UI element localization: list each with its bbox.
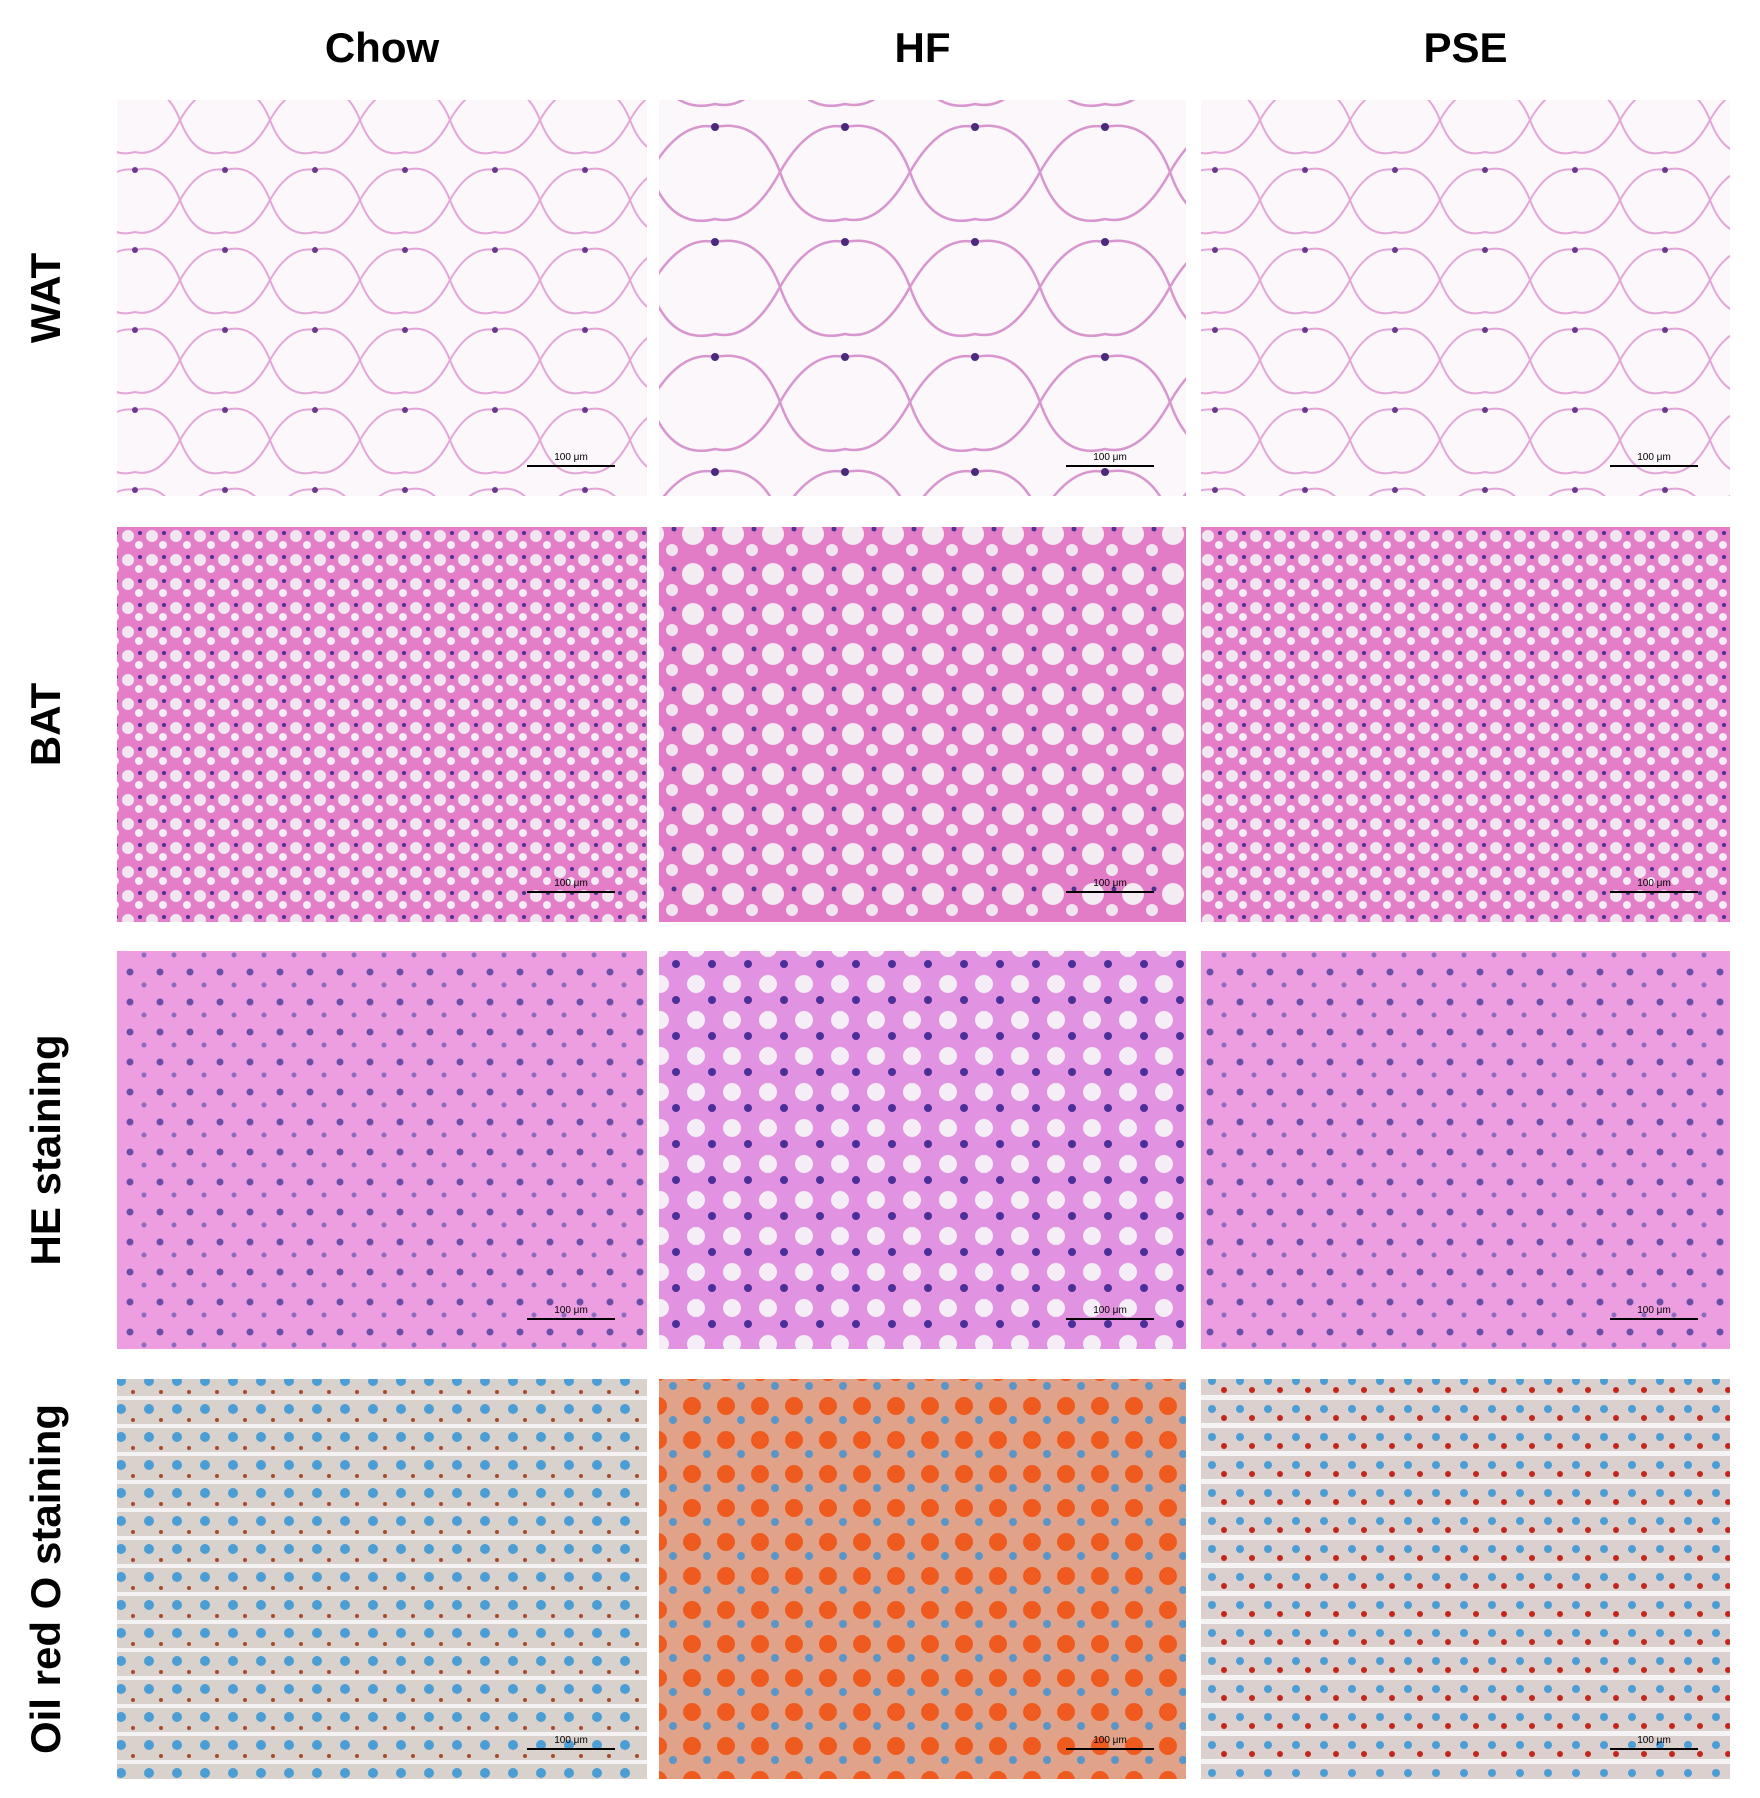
column-label: HF bbox=[895, 24, 951, 71]
scale-bar-label: 100 μm bbox=[1637, 878, 1671, 889]
scale-bar-label: 100 μm bbox=[1093, 452, 1127, 463]
micrograph bbox=[659, 100, 1186, 496]
scale-bar-label: 100 μm bbox=[1093, 878, 1127, 889]
scale-bar-label: 100 μm bbox=[1637, 452, 1671, 463]
scale-bar-label: 100 μm bbox=[1093, 1305, 1127, 1316]
micrograph bbox=[1201, 1379, 1730, 1779]
micrograph bbox=[659, 1379, 1186, 1779]
scale-bar-label: 100 μm bbox=[554, 878, 588, 889]
micrograph bbox=[659, 951, 1186, 1349]
scale-bar-label: 100 μm bbox=[1637, 1735, 1671, 1746]
micrograph bbox=[1201, 100, 1730, 496]
scale-bar-label: 100 μm bbox=[554, 452, 588, 463]
scale-bar-label: 100 μm bbox=[1637, 1305, 1671, 1316]
scale-bar-label: 100 μm bbox=[554, 1305, 588, 1316]
column-label: PSE bbox=[1423, 24, 1507, 71]
micrograph bbox=[1201, 951, 1730, 1349]
micrograph bbox=[659, 527, 1186, 922]
column-label: Chow bbox=[325, 24, 440, 71]
row-label: BAT bbox=[22, 683, 69, 767]
scale-bar-label: 100 μm bbox=[554, 1735, 588, 1746]
scale-bar-label: 100 μm bbox=[1093, 1735, 1127, 1746]
row-label: HE staining bbox=[22, 1034, 69, 1265]
micrograph bbox=[117, 951, 647, 1349]
row-label: WAT bbox=[22, 253, 69, 344]
micrograph bbox=[117, 1379, 647, 1779]
micrograph bbox=[117, 100, 647, 496]
row-label: Oil red O staining bbox=[22, 1404, 69, 1754]
micrograph bbox=[117, 527, 647, 922]
micrograph bbox=[1201, 527, 1730, 922]
